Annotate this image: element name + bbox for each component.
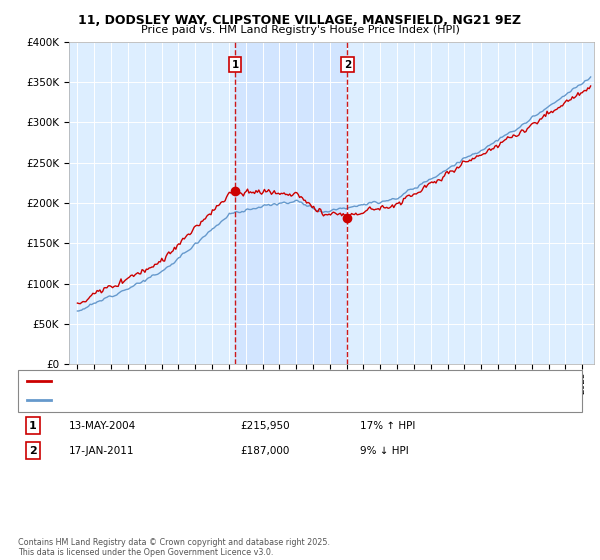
Text: 1: 1 bbox=[29, 421, 37, 431]
Text: 11, DODSLEY WAY, CLIPSTONE VILLAGE, MANSFIELD, NG21 9EZ: 11, DODSLEY WAY, CLIPSTONE VILLAGE, MANS… bbox=[79, 14, 521, 27]
Text: £187,000: £187,000 bbox=[240, 446, 289, 456]
Text: 2: 2 bbox=[29, 446, 37, 456]
Text: Price paid vs. HM Land Registry's House Price Index (HPI): Price paid vs. HM Land Registry's House … bbox=[140, 25, 460, 35]
Text: 11, DODSLEY WAY, CLIPSTONE VILLAGE, MANSFIELD, NG21 9EZ (detached house): 11, DODSLEY WAY, CLIPSTONE VILLAGE, MANS… bbox=[57, 377, 425, 386]
Text: £215,950: £215,950 bbox=[240, 421, 290, 431]
Text: 13-MAY-2004: 13-MAY-2004 bbox=[69, 421, 136, 431]
Text: 17% ↑ HPI: 17% ↑ HPI bbox=[360, 421, 415, 431]
Bar bbox=[235, 42, 347, 364]
Text: 1: 1 bbox=[232, 59, 239, 69]
Text: 2: 2 bbox=[344, 59, 351, 69]
Text: Contains HM Land Registry data © Crown copyright and database right 2025.
This d: Contains HM Land Registry data © Crown c… bbox=[18, 538, 330, 557]
Text: 9% ↓ HPI: 9% ↓ HPI bbox=[360, 446, 409, 456]
Text: 17-JAN-2011: 17-JAN-2011 bbox=[69, 446, 134, 456]
Text: HPI: Average price, detached house, Newark and Sherwood: HPI: Average price, detached house, Newa… bbox=[57, 395, 326, 404]
